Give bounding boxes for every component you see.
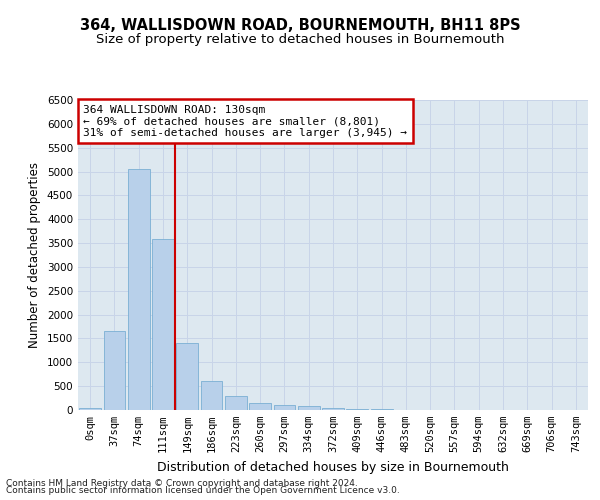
Y-axis label: Number of detached properties: Number of detached properties <box>28 162 41 348</box>
X-axis label: Distribution of detached houses by size in Bournemouth: Distribution of detached houses by size … <box>157 460 509 473</box>
Bar <box>200 382 223 410</box>
Bar <box>104 332 125 410</box>
Bar <box>225 396 247 410</box>
Text: Size of property relative to detached houses in Bournemouth: Size of property relative to detached ho… <box>96 32 504 46</box>
Text: Contains public sector information licensed under the Open Government Licence v3: Contains public sector information licen… <box>6 486 400 495</box>
Bar <box>128 169 149 410</box>
Text: Contains HM Land Registry data © Crown copyright and database right 2024.: Contains HM Land Registry data © Crown c… <box>6 478 358 488</box>
Bar <box>152 240 174 410</box>
Bar <box>79 408 101 410</box>
Bar <box>176 343 198 410</box>
Bar <box>274 405 295 410</box>
Text: 364, WALLISDOWN ROAD, BOURNEMOUTH, BH11 8PS: 364, WALLISDOWN ROAD, BOURNEMOUTH, BH11 … <box>80 18 520 32</box>
Bar <box>298 406 320 410</box>
Bar <box>322 408 344 410</box>
Bar <box>249 403 271 410</box>
Bar <box>371 409 392 410</box>
Text: 364 WALLISDOWN ROAD: 130sqm
← 69% of detached houses are smaller (8,801)
31% of : 364 WALLISDOWN ROAD: 130sqm ← 69% of det… <box>83 104 407 138</box>
Bar <box>346 408 368 410</box>
